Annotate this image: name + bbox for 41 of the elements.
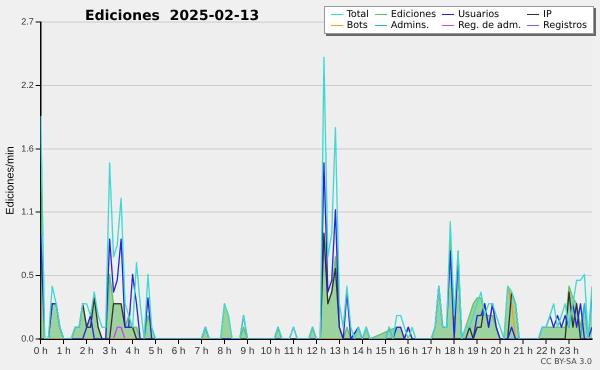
x-tick-label: 15 h bbox=[376, 346, 395, 357]
x-tick-label: 10 h bbox=[260, 346, 280, 357]
x-tick-label: 23 h bbox=[559, 346, 579, 357]
x-tick-label: 3 h bbox=[102, 346, 117, 357]
x-tick-label: 19 h bbox=[467, 346, 487, 357]
legend-label: Total bbox=[346, 9, 369, 20]
x-tick-label: 7 h bbox=[194, 346, 208, 357]
legend-label: Ediciones bbox=[390, 9, 436, 20]
legend-label: Registros bbox=[543, 20, 587, 31]
legend-label: IP bbox=[543, 9, 552, 20]
x-tick-label: 20 h bbox=[490, 346, 510, 357]
y-tick-label: 0.0 bbox=[21, 333, 34, 344]
legend-label: Admins. bbox=[390, 20, 430, 31]
x-tick-label: 22 h bbox=[536, 346, 556, 357]
x-tick-label: 4 h bbox=[126, 346, 140, 357]
x-tick-label: 18 h bbox=[444, 346, 464, 357]
x-tick-label: 13 h bbox=[330, 346, 350, 357]
y-tick-label: 1.6 bbox=[21, 143, 34, 154]
y-tick-label: 2.2 bbox=[21, 80, 34, 90]
x-tick-label: 1 h bbox=[56, 346, 71, 357]
x-tick-label: 11 h bbox=[284, 346, 303, 357]
legend-label: Reg. de adm. bbox=[458, 20, 522, 31]
x-tick-label: 21 h bbox=[513, 346, 533, 357]
x-tick-label: 0 h bbox=[34, 346, 48, 357]
legend-label: Bots bbox=[346, 20, 368, 31]
x-tick-label: 2 h bbox=[80, 346, 94, 357]
y-tick-label: 2.7 bbox=[21, 16, 34, 26]
x-tick-label: 17 h bbox=[421, 346, 441, 357]
x-tick-label: 12 h bbox=[306, 346, 326, 357]
x-tick-label: 9 h bbox=[240, 346, 254, 357]
legend-label: Usuarios bbox=[458, 9, 500, 20]
text: CC BY-SA 3.0 bbox=[540, 357, 592, 366]
x-tick-label: 5 h bbox=[148, 346, 163, 357]
chart-title: Ediciones 2025-02-13 bbox=[85, 8, 260, 24]
y-tick-label: 0.5 bbox=[21, 270, 34, 280]
x-tick-label: 6 h bbox=[172, 346, 186, 357]
y-axis-title: Ediciones/min bbox=[4, 146, 17, 215]
x-tick-label: 14 h bbox=[352, 346, 372, 357]
y-tick-label: 1.1 bbox=[21, 206, 34, 217]
x-tick-label: 16 h bbox=[398, 346, 418, 357]
x-tick-label: 8 h bbox=[218, 346, 232, 357]
